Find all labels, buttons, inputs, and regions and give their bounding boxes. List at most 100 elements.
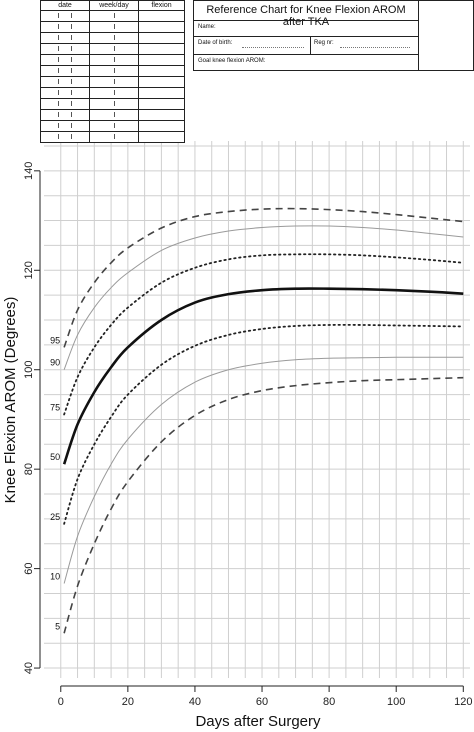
y-axis-label: Knee Flexion AROM (Degrees) bbox=[2, 297, 19, 504]
date-cell[interactable] bbox=[40, 32, 90, 44]
flexion-cell[interactable] bbox=[138, 43, 185, 55]
y-tick-label: 100 bbox=[23, 361, 35, 379]
x-axis-label: Days after Surgery bbox=[195, 713, 321, 730]
date-cell[interactable] bbox=[40, 54, 90, 66]
reg-field[interactable] bbox=[340, 43, 410, 48]
log-table-row bbox=[40, 43, 185, 55]
log-table-row bbox=[40, 10, 185, 22]
dob-row: Date of birth: Reg nr: bbox=[194, 37, 418, 55]
patient-info-fields: Name: Date of birth: Reg nr: Goal knee f… bbox=[194, 20, 418, 72]
flexion-cell[interactable] bbox=[138, 87, 185, 99]
x-tick-label: 80 bbox=[323, 696, 335, 708]
date-cell[interactable] bbox=[40, 87, 90, 99]
x-tick-label: 100 bbox=[387, 696, 405, 708]
percentile-label-75: 75 bbox=[50, 402, 60, 412]
goal-field[interactable]: Goal knee flexion AROM: bbox=[194, 55, 418, 72]
curve-labels: 95 90 75 50 25 10 5 bbox=[50, 335, 60, 631]
percentile-curve-50 bbox=[62, 287, 464, 465]
x-tick-label: 60 bbox=[256, 696, 268, 708]
percentile-label-95: 95 bbox=[50, 335, 60, 345]
week-day-cell[interactable] bbox=[89, 21, 139, 33]
week-day-cell[interactable] bbox=[89, 109, 139, 121]
col-date-header: date bbox=[40, 0, 90, 11]
col-flexion-header: flexion bbox=[138, 0, 185, 11]
y-tick-label: 120 bbox=[23, 261, 35, 279]
percentile-label-25: 25 bbox=[50, 512, 60, 522]
y-tick-label: 40 bbox=[23, 662, 35, 674]
x-tick-label: 20 bbox=[122, 696, 134, 708]
percentile-label-50: 50 bbox=[50, 452, 60, 462]
week-day-cell[interactable] bbox=[89, 32, 139, 44]
log-table-row bbox=[40, 109, 185, 121]
flexion-cell[interactable] bbox=[138, 131, 185, 143]
flexion-cell[interactable] bbox=[138, 32, 185, 44]
percentile-label-10: 10 bbox=[50, 572, 60, 582]
x-tick-label: 40 bbox=[189, 696, 201, 708]
x-tick-label: 120 bbox=[454, 696, 472, 708]
axes: 0 20 40 60 80 100 120 40 60 80 100 120 140 bbox=[23, 162, 472, 708]
percentile-curve-90 bbox=[63, 225, 464, 370]
log-table-row bbox=[40, 76, 185, 88]
date-cell[interactable] bbox=[40, 21, 90, 33]
reference-title: Reference Chart for Knee Flexion AROM af… bbox=[206, 4, 406, 28]
week-day-cell[interactable] bbox=[89, 65, 139, 77]
percentile-curve-95 bbox=[63, 207, 464, 348]
date-cell[interactable] bbox=[40, 109, 90, 121]
log-table-row bbox=[40, 131, 185, 143]
y-tick-label: 60 bbox=[23, 562, 35, 574]
log-table-row bbox=[40, 32, 185, 44]
dob-label: Date of birth: bbox=[198, 40, 233, 46]
week-day-cell[interactable] bbox=[89, 120, 139, 132]
week-day-cell[interactable] bbox=[89, 10, 139, 22]
week-day-cell[interactable] bbox=[89, 131, 139, 143]
log-table-row bbox=[40, 65, 185, 77]
date-cell[interactable] bbox=[40, 65, 90, 77]
y-tick-label: 140 bbox=[23, 162, 35, 180]
week-day-cell[interactable] bbox=[89, 76, 139, 88]
flexion-cell[interactable] bbox=[138, 120, 185, 132]
log-table-row bbox=[40, 54, 185, 66]
flexion-cell[interactable] bbox=[138, 98, 185, 110]
date-cell[interactable] bbox=[40, 10, 90, 22]
percentile-curve-25 bbox=[63, 323, 465, 525]
reference-side-box bbox=[418, 1, 474, 71]
date-cell[interactable] bbox=[40, 120, 90, 132]
name-field[interactable]: Name: bbox=[194, 21, 418, 37]
percentile-curve-10 bbox=[63, 356, 464, 584]
name-label: Name: bbox=[198, 24, 216, 30]
log-table-row bbox=[40, 21, 185, 33]
date-cell[interactable] bbox=[40, 98, 90, 110]
date-cell[interactable] bbox=[40, 131, 90, 143]
percentile-curve-5 bbox=[63, 376, 464, 634]
date-cell[interactable] bbox=[40, 43, 90, 55]
x-tick-label: 0 bbox=[58, 696, 64, 708]
reference-box: Reference Chart for Knee Flexion AROM af… bbox=[193, 0, 474, 71]
week-day-cell[interactable] bbox=[89, 43, 139, 55]
flexion-cell[interactable] bbox=[138, 65, 185, 77]
log-table-header: date week/day flexion bbox=[40, 0, 185, 11]
week-day-cell[interactable] bbox=[89, 98, 139, 110]
flexion-cell[interactable] bbox=[138, 10, 185, 22]
grid bbox=[44, 141, 470, 678]
date-cell[interactable] bbox=[40, 76, 90, 88]
week-day-cell[interactable] bbox=[89, 54, 139, 66]
percentile-label-90: 90 bbox=[50, 358, 60, 368]
percentile-curve-75 bbox=[63, 253, 465, 416]
flexion-cell[interactable] bbox=[138, 109, 185, 121]
series-group bbox=[62, 207, 465, 634]
week-day-cell[interactable] bbox=[89, 87, 139, 99]
goal-label: Goal knee flexion AROM: bbox=[198, 58, 266, 64]
flexion-cell[interactable] bbox=[138, 54, 185, 66]
col-week-header: week/day bbox=[89, 0, 139, 11]
reg-label: Reg nr: bbox=[314, 40, 334, 46]
dob-field[interactable] bbox=[242, 43, 304, 48]
log-table-row bbox=[40, 120, 185, 132]
flexion-cell[interactable] bbox=[138, 21, 185, 33]
percentile-label-5: 5 bbox=[55, 621, 60, 631]
flexion-cell[interactable] bbox=[138, 76, 185, 88]
log-table-row bbox=[40, 87, 185, 99]
flexion-log-table: date week/day flexion bbox=[40, 0, 185, 143]
y-tick-label: 80 bbox=[23, 463, 35, 475]
log-table-row bbox=[40, 98, 185, 110]
